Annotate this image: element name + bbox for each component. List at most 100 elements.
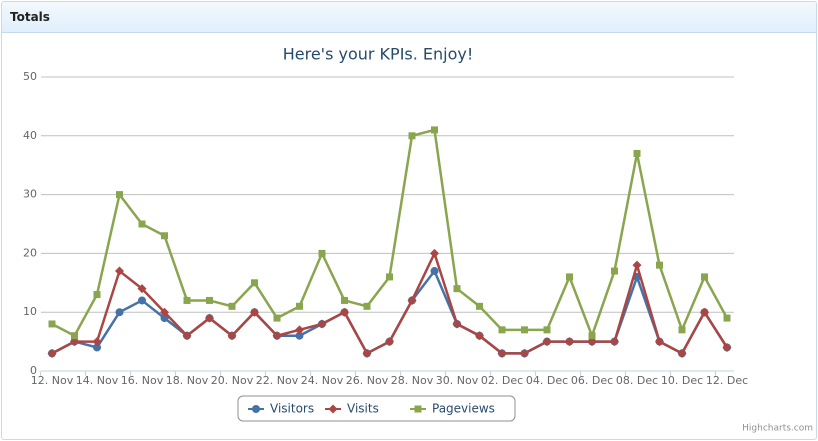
x-tick-label: 20. Nov: [211, 374, 254, 387]
x-tick: [669, 370, 672, 377]
y-tick-label: 20: [23, 246, 37, 259]
point: [408, 132, 416, 140]
y-tick-label: 0: [30, 364, 37, 377]
x-tick-label: 30. Nov: [436, 374, 479, 387]
x-tick: [309, 370, 312, 377]
point: [93, 343, 101, 352]
legend-label: Pageviews: [432, 402, 495, 416]
point: [48, 320, 56, 328]
legend-label: Visits: [347, 402, 379, 416]
point: [340, 307, 349, 317]
chart: Here's your KPIs. Enjoy! Highcharts.com …: [23, 45, 813, 434]
x-tick-label: 22. Nov: [256, 374, 299, 387]
y-tick-label: 50: [23, 70, 37, 83]
x-tick-label: 12. Dec: [706, 374, 748, 387]
point: [227, 331, 237, 341]
legend-label: Visitors: [270, 402, 314, 416]
point: [655, 337, 664, 347]
point: [452, 319, 462, 329]
x-tick-label: 10. Dec: [661, 374, 703, 387]
point: [385, 337, 394, 347]
x-tick: [489, 370, 492, 377]
credits: Highcharts.com: [742, 424, 813, 434]
x-tick-label: 18. Nov: [166, 374, 209, 387]
point: [228, 302, 236, 310]
point: [678, 326, 686, 334]
point: [160, 307, 169, 317]
x-tick: [354, 370, 357, 377]
point: [542, 337, 552, 347]
point: [632, 260, 642, 270]
point: [92, 337, 102, 347]
point: [414, 405, 422, 413]
point: [295, 331, 304, 340]
point: [250, 307, 259, 317]
point: [273, 314, 281, 322]
point: [318, 249, 326, 257]
x-tick-label: 14. Nov: [76, 374, 119, 387]
legend-box: [237, 395, 516, 422]
x-tick: [399, 370, 402, 377]
y-tick-label: 10: [23, 305, 37, 318]
point: [295, 325, 304, 335]
panel-title: Totals: [2, 2, 816, 33]
point: [71, 332, 78, 340]
point: [206, 296, 213, 304]
x-tick-label: 06. Dec: [571, 374, 613, 387]
point: [633, 149, 641, 157]
point: [362, 348, 372, 358]
point: [677, 348, 687, 358]
x-tick-label: 28. Nov: [391, 374, 434, 387]
point: [431, 126, 438, 134]
y-tick-label: 30: [23, 188, 37, 201]
point: [453, 285, 461, 293]
point: [251, 279, 258, 287]
point: [610, 337, 619, 347]
point: [272, 331, 282, 341]
chart-title: Here's your KPIs. Enjoy!: [283, 45, 474, 64]
point: [252, 405, 260, 413]
point: [386, 273, 393, 281]
point: [723, 314, 731, 322]
point: [341, 296, 348, 304]
x-tick: [579, 370, 582, 377]
point: [701, 273, 708, 281]
x-tick-label: 04. Dec: [526, 374, 568, 387]
x-tick: [129, 370, 132, 377]
point: [70, 337, 79, 347]
point: [93, 291, 101, 299]
point: [498, 326, 506, 334]
x-tick: [714, 370, 717, 377]
x-tick-label: 08. Dec: [616, 374, 658, 387]
point: [521, 326, 528, 334]
point: [700, 307, 709, 317]
point: [317, 319, 327, 329]
point: [205, 313, 214, 323]
x-tick: [264, 370, 267, 377]
point: [475, 331, 484, 341]
point: [430, 248, 439, 258]
point: [722, 342, 732, 352]
point: [47, 348, 57, 358]
point: [161, 232, 168, 240]
point: [566, 273, 573, 281]
x-tick: [534, 370, 537, 377]
point: [407, 295, 417, 305]
point: [520, 348, 529, 358]
point: [565, 337, 574, 347]
point: [115, 266, 124, 276]
point: [183, 296, 191, 304]
point: [328, 404, 338, 414]
point: [137, 284, 147, 294]
point: [588, 332, 596, 340]
point: [115, 308, 124, 317]
point: [363, 302, 371, 310]
point: [138, 220, 146, 228]
x-tick: [624, 370, 627, 377]
x-tick-label: 24. Nov: [301, 374, 344, 387]
x-tick-label: 16. Nov: [121, 374, 164, 387]
point: [296, 302, 303, 310]
x-tick: [84, 370, 87, 377]
x-tick-label: 02. Dec: [481, 374, 523, 387]
point: [138, 296, 146, 305]
